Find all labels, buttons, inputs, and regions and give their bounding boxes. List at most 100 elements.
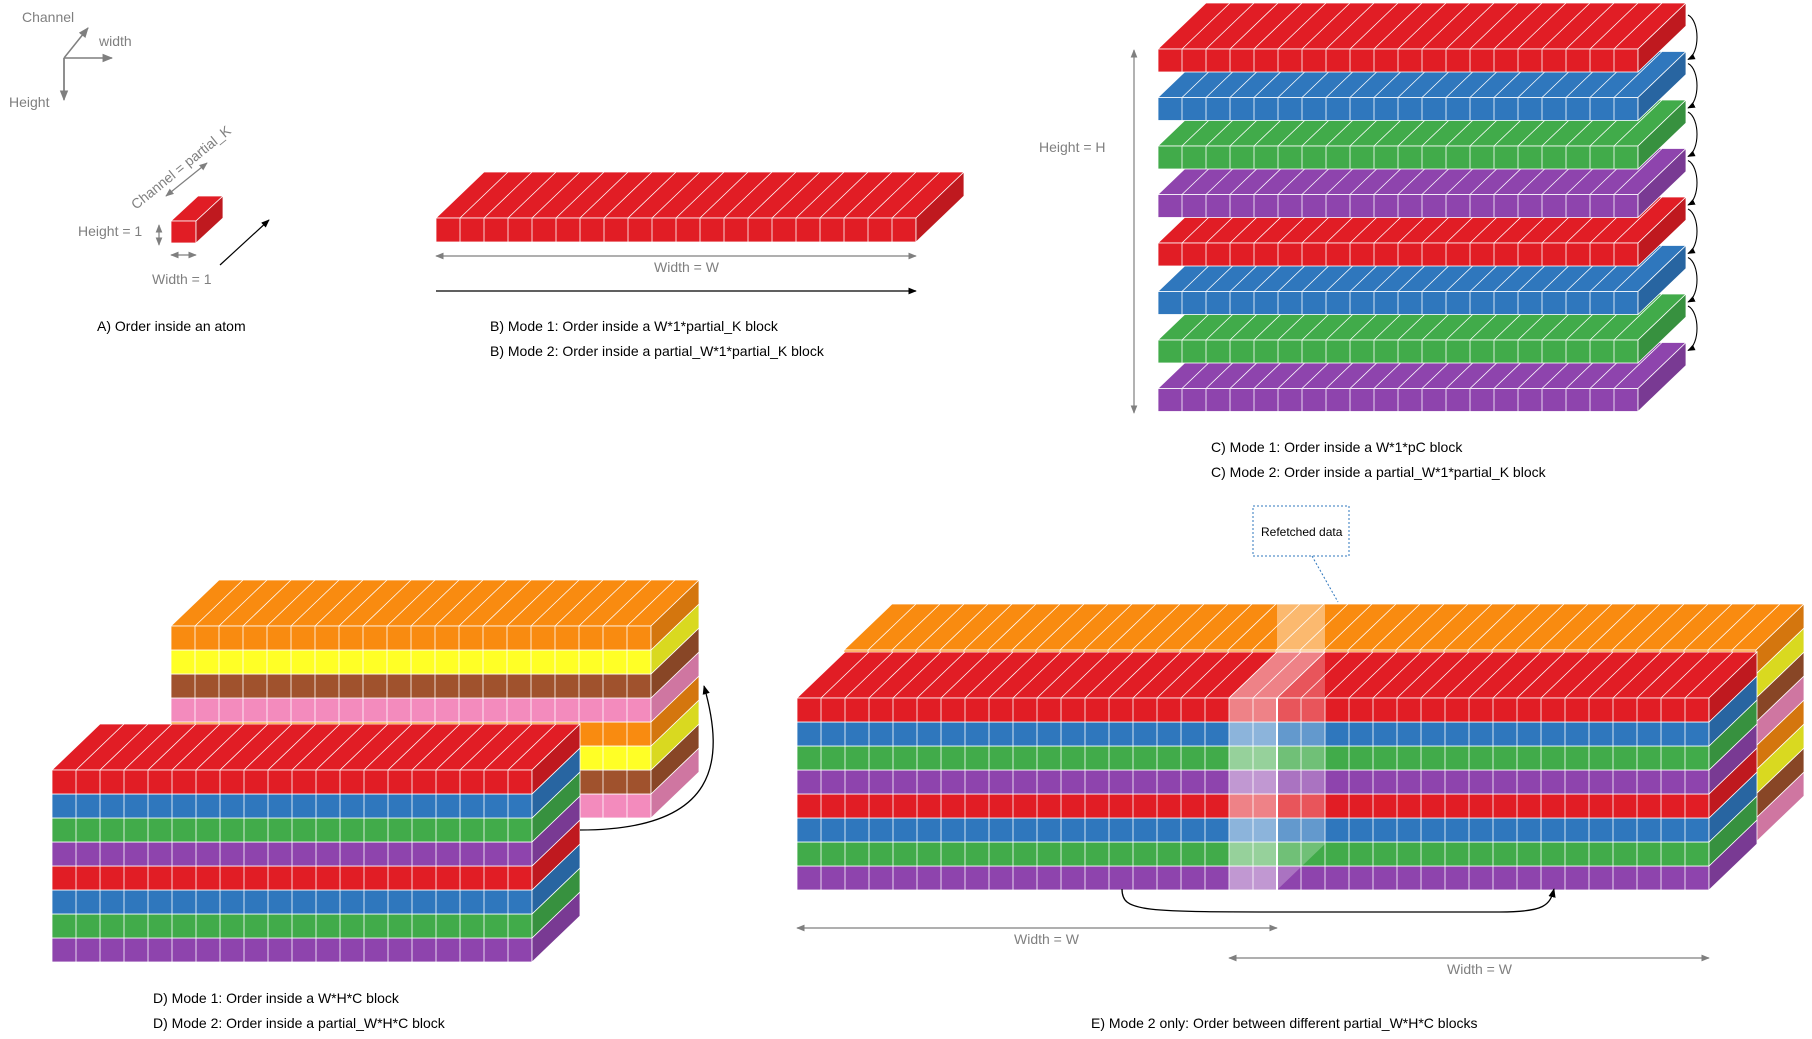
cell-line bbox=[483, 171, 533, 219]
cell-line bbox=[314, 579, 364, 627]
cell-line bbox=[1131, 603, 1181, 651]
cell-line bbox=[410, 579, 460, 627]
cell-line bbox=[1611, 603, 1661, 651]
slab bbox=[796, 675, 1758, 747]
cell-line bbox=[891, 171, 941, 219]
cell-line bbox=[315, 723, 365, 771]
cell-line bbox=[868, 651, 918, 699]
slab-side-face bbox=[1637, 196, 1687, 267]
caption-d2: D) Mode 2: Order inside a partial_W*H*C … bbox=[153, 1015, 446, 1031]
cell-line bbox=[1683, 603, 1733, 651]
cell-line bbox=[458, 579, 508, 627]
cell-line bbox=[1348, 651, 1398, 699]
block-c-order-arrow bbox=[1687, 63, 1698, 109]
cell-line bbox=[747, 171, 797, 219]
block-c-order-arrow bbox=[1687, 160, 1698, 206]
cell-line bbox=[1589, 2, 1639, 50]
caption-d1: D) Mode 1: Order inside a W*H*C block bbox=[153, 990, 400, 1006]
cell-line bbox=[578, 579, 628, 627]
cell-line bbox=[1132, 651, 1182, 699]
cell-line bbox=[988, 651, 1038, 699]
axis-width-label: width bbox=[98, 33, 132, 49]
cell-line bbox=[626, 579, 676, 627]
cell-line bbox=[1563, 603, 1613, 651]
cell-line bbox=[1349, 2, 1399, 50]
block-c-stack bbox=[1157, 2, 1687, 413]
cell-line bbox=[1396, 651, 1446, 699]
slab bbox=[51, 795, 581, 867]
cell-line bbox=[1684, 651, 1734, 699]
cell-line bbox=[171, 723, 221, 771]
atom-channel-dim bbox=[165, 162, 208, 197]
cell-line bbox=[1012, 651, 1062, 699]
cell-line bbox=[915, 603, 965, 651]
cell-line bbox=[1373, 2, 1423, 50]
cell-line bbox=[363, 723, 413, 771]
block-e-group: Refetched data Width = W Width = W E) Mo… bbox=[796, 505, 1805, 1031]
cell-line bbox=[675, 171, 725, 219]
cell-line bbox=[1613, 245, 1663, 292]
cell-line bbox=[963, 603, 1013, 651]
cell-line bbox=[1420, 651, 1470, 699]
cell-line bbox=[1275, 603, 1325, 651]
cell-line bbox=[1445, 2, 1495, 50]
cell-line bbox=[1203, 603, 1253, 651]
slab-front-face bbox=[170, 220, 197, 244]
cell-line bbox=[1253, 2, 1303, 50]
cell-line bbox=[1516, 651, 1566, 699]
cell-line bbox=[1181, 2, 1231, 50]
slab-side-face bbox=[1637, 341, 1687, 413]
block-b-width-label: Width = W bbox=[654, 259, 720, 275]
cell-line bbox=[242, 579, 292, 627]
slab-side-face bbox=[1708, 651, 1758, 723]
refetched-back-strip bbox=[1277, 604, 1325, 652]
caption-b1: B) Mode 1: Order inside a W*1*partial_K … bbox=[490, 318, 779, 334]
cell-line bbox=[1419, 603, 1469, 651]
cell-line bbox=[1469, 2, 1519, 50]
cell-line bbox=[1083, 603, 1133, 651]
cell-line bbox=[1731, 603, 1781, 651]
slab bbox=[1157, 2, 1687, 73]
block-d-group: D) Mode 1: Order inside a W*H*C block D)… bbox=[51, 579, 714, 1031]
cell-line bbox=[1468, 651, 1518, 699]
slab bbox=[435, 171, 965, 243]
cell-line bbox=[1467, 603, 1517, 651]
atom-height-label: Height = 1 bbox=[78, 223, 142, 239]
cell-line bbox=[1613, 99, 1663, 147]
cell-line bbox=[99, 723, 149, 771]
cell-line bbox=[699, 171, 749, 219]
cell-line bbox=[651, 171, 701, 219]
cell-line bbox=[1108, 651, 1158, 699]
slab-side-face bbox=[1637, 293, 1687, 364]
cell-line bbox=[723, 171, 773, 219]
cell-line bbox=[1156, 651, 1206, 699]
block-c-order-arrow bbox=[1687, 305, 1698, 351]
cell-line bbox=[435, 723, 485, 771]
slab bbox=[796, 795, 1758, 867]
axis-indicator: Channel width Height bbox=[9, 9, 132, 110]
cell-line bbox=[939, 603, 989, 651]
cell-line bbox=[1517, 2, 1567, 50]
cell-line bbox=[1179, 603, 1229, 651]
cell-line bbox=[147, 723, 197, 771]
cell-line bbox=[434, 579, 484, 627]
cell-line bbox=[771, 171, 821, 219]
cell-line bbox=[1060, 651, 1110, 699]
block-d-order-arrow bbox=[579, 685, 714, 831]
cell-line bbox=[1347, 603, 1397, 651]
slab-side-face bbox=[650, 579, 700, 651]
atom-group: Channel = partial_K Height = 1 Width = 1… bbox=[78, 122, 270, 334]
slab-side-face bbox=[1637, 99, 1687, 170]
cell-line bbox=[627, 171, 677, 219]
cell-line bbox=[1300, 651, 1350, 699]
caption-c2: C) Mode 2: Order inside a partial_W*1*pa… bbox=[1211, 464, 1547, 480]
cell-line bbox=[1421, 2, 1471, 50]
cell-line bbox=[554, 579, 604, 627]
cell-line bbox=[867, 171, 917, 219]
block-c-height-label: Height = H bbox=[1039, 139, 1106, 155]
cell-line bbox=[411, 723, 461, 771]
cell-line bbox=[1588, 651, 1638, 699]
slab bbox=[51, 867, 581, 939]
cell-line bbox=[1251, 603, 1301, 651]
